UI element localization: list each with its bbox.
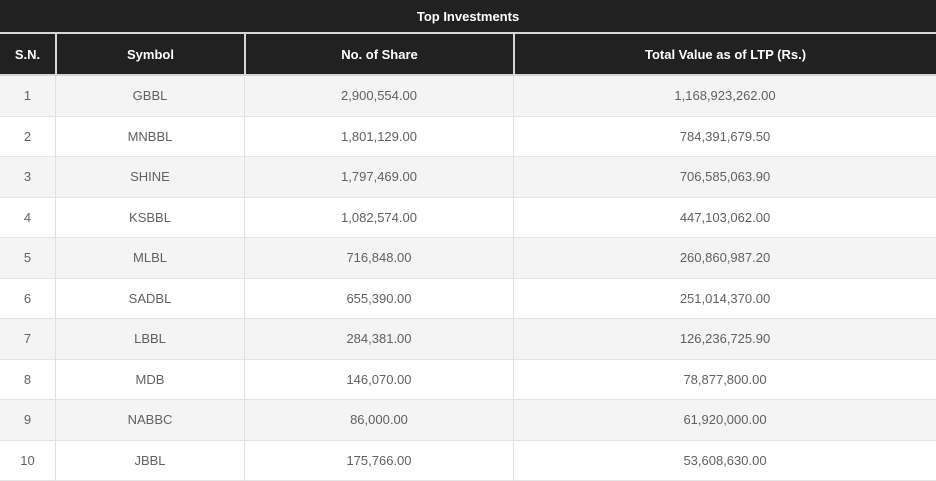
sn-cell: 1 bbox=[0, 76, 55, 117]
sn-cell: 2 bbox=[0, 116, 55, 157]
sn-cell: 8 bbox=[0, 359, 55, 400]
shares-cell: 2,900,554.00 bbox=[244, 76, 513, 117]
total-value-cell: 706,585,063.90 bbox=[513, 157, 936, 198]
sn-cell: 9 bbox=[0, 400, 55, 441]
total-value-cell: 251,014,370.00 bbox=[513, 278, 936, 319]
total-value-cell: 78,877,800.00 bbox=[513, 359, 936, 400]
table-row: 7 LBBL 284,381.00 126,236,725.90 bbox=[0, 319, 936, 360]
sn-cell: 6 bbox=[0, 278, 55, 319]
table-row: 9 NABBC 86,000.00 61,920,000.00 bbox=[0, 400, 936, 441]
total-value-cell: 260,860,987.20 bbox=[513, 238, 936, 279]
table-title-row: Top Investments bbox=[0, 0, 936, 34]
column-header-shares: No. of Share bbox=[244, 34, 513, 76]
table-row: 5 MLBL 716,848.00 260,860,987.20 bbox=[0, 238, 936, 279]
table-header-row: S.N. Symbol No. of Share Total Value as … bbox=[0, 34, 936, 76]
sn-cell: 3 bbox=[0, 157, 55, 198]
symbol-cell: LBBL bbox=[55, 319, 244, 360]
shares-cell: 146,070.00 bbox=[244, 359, 513, 400]
column-header-sn: S.N. bbox=[0, 34, 55, 76]
shares-cell: 86,000.00 bbox=[244, 400, 513, 441]
symbol-cell: MNBBL bbox=[55, 116, 244, 157]
symbol-cell: MDB bbox=[55, 359, 244, 400]
shares-cell: 1,797,469.00 bbox=[244, 157, 513, 198]
table-row: 3 SHINE 1,797,469.00 706,585,063.90 bbox=[0, 157, 936, 198]
table-row: 2 MNBBL 1,801,129.00 784,391,679.50 bbox=[0, 116, 936, 157]
table-row: 6 SADBL 655,390.00 251,014,370.00 bbox=[0, 278, 936, 319]
total-value-cell: 447,103,062.00 bbox=[513, 197, 936, 238]
symbol-cell: SHINE bbox=[55, 157, 244, 198]
symbol-cell: KSBBL bbox=[55, 197, 244, 238]
total-value-cell: 61,920,000.00 bbox=[513, 400, 936, 441]
symbol-cell: GBBL bbox=[55, 76, 244, 117]
sn-cell: 7 bbox=[0, 319, 55, 360]
total-value-cell: 126,236,725.90 bbox=[513, 319, 936, 360]
table-title: Top Investments bbox=[0, 0, 936, 34]
total-value-cell: 784,391,679.50 bbox=[513, 116, 936, 157]
table-row: 8 MDB 146,070.00 78,877,800.00 bbox=[0, 359, 936, 400]
symbol-cell: JBBL bbox=[55, 440, 244, 481]
column-header-total-value: Total Value as of LTP (Rs.) bbox=[513, 34, 936, 76]
table-row: 4 KSBBL 1,082,574.00 447,103,062.00 bbox=[0, 197, 936, 238]
shares-cell: 1,801,129.00 bbox=[244, 116, 513, 157]
symbol-cell: NABBC bbox=[55, 400, 244, 441]
sn-cell: 10 bbox=[0, 440, 55, 481]
table-row: 10 JBBL 175,766.00 53,608,630.00 bbox=[0, 440, 936, 481]
symbol-cell: SADBL bbox=[55, 278, 244, 319]
column-header-symbol: Symbol bbox=[55, 34, 244, 76]
table-row: 1 GBBL 2,900,554.00 1,168,923,262.00 bbox=[0, 76, 936, 117]
sn-cell: 4 bbox=[0, 197, 55, 238]
total-value-cell: 53,608,630.00 bbox=[513, 440, 936, 481]
shares-cell: 655,390.00 bbox=[244, 278, 513, 319]
shares-cell: 175,766.00 bbox=[244, 440, 513, 481]
total-value-cell: 1,168,923,262.00 bbox=[513, 76, 936, 117]
shares-cell: 284,381.00 bbox=[244, 319, 513, 360]
shares-cell: 716,848.00 bbox=[244, 238, 513, 279]
shares-cell: 1,082,574.00 bbox=[244, 197, 513, 238]
sn-cell: 5 bbox=[0, 238, 55, 279]
symbol-cell: MLBL bbox=[55, 238, 244, 279]
